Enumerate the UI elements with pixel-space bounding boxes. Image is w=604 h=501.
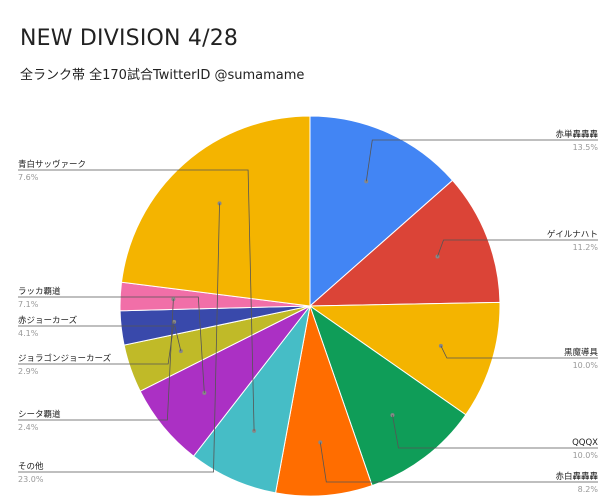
slice-percent-4: 8.2% [578,485,599,494]
slice-label-2: 黒魔導具 [564,347,599,358]
slice-label-1: ゲイルナハト [547,229,598,240]
slice-label-8: ジョラゴンジョーカーズ [18,353,112,364]
leader-line-7 [18,325,182,352]
pie-slice-2 [308,301,501,416]
slice-percent-0: 13.5% [573,143,599,152]
pie-slice-4 [274,304,373,497]
slice-label-10: その他 [18,461,44,472]
pie-slice-1 [308,179,501,307]
slice-label-6: ラッカ覇道 [18,286,61,297]
leader-line-1 [437,239,598,257]
slice-labels: 赤単轟轟轟 13.5% ゲイルナハト 11.2% 黒魔導具 10.0% QQQX 10.0% 赤… [18,129,598,494]
slice-percent-8: 2.9% [18,367,39,376]
pie-slices [119,115,501,497]
slice-label-9: シータ覇道 [18,409,61,420]
pie-slice-10 [120,115,311,307]
leader-line-0 [365,139,598,182]
slice-percent-2: 10.0% [573,361,599,370]
slice-percent-7: 4.1% [18,329,39,338]
leader-lines [18,139,598,483]
leader-line-8 [18,321,175,365]
slice-label-4: 赤白轟轟轟 [555,471,598,482]
leader-line-2 [440,345,598,359]
leader-line-10 [18,203,220,473]
slice-percent-1: 11.2% [573,243,599,252]
leader-line-3 [392,415,598,449]
pie-slice-3 [309,304,467,487]
leader-line-6 [18,296,205,393]
slice-label-5: 青白サッヴァーク [18,159,86,170]
pie-slice-0 [309,115,454,308]
leader-line-4 [319,442,598,483]
leader-line-9 [18,299,174,421]
slice-percent-9: 2.4% [18,423,39,432]
slice-label-7: 赤ジョーカーズ [18,315,78,326]
slice-percent-3: 10.0% [573,451,599,460]
slice-percent-5: 7.6% [18,173,39,182]
slice-label-3: QQQX [572,438,598,448]
slice-percent-10: 23.0% [18,475,44,484]
chart-title: NEW DIVISION 4/28 [20,26,239,51]
slice-label-0: 赤単轟轟轟 [555,129,598,140]
slice-percent-6: 7.1% [18,300,39,309]
chart-subtitle: 全ランク帯 全170試合TwitterID @sumamame [20,68,305,83]
leader-line-5 [18,169,255,431]
